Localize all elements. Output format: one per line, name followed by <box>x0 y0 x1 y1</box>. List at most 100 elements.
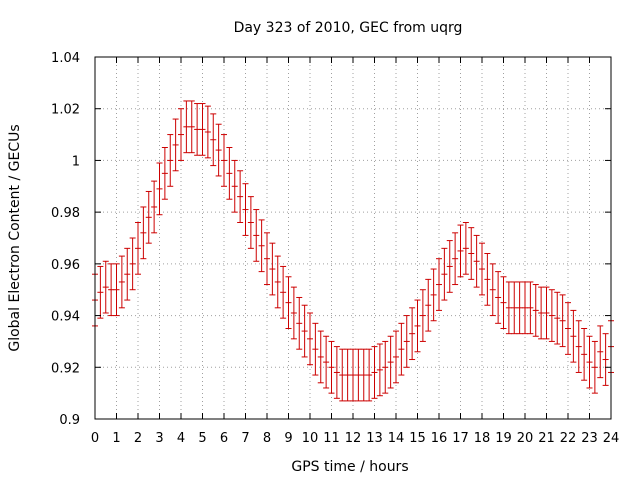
error-bar-point <box>344 348 351 402</box>
error-bar-point <box>317 330 324 384</box>
error-bar-point <box>511 281 518 335</box>
error-bar-point <box>323 335 330 389</box>
error-bar-point <box>479 242 485 296</box>
error-bar-point <box>376 343 383 397</box>
axes <box>94 56 612 420</box>
error-bar-point <box>355 348 362 402</box>
x-tick-label: 20 <box>517 431 534 446</box>
y-tick-label: 0.98 <box>51 206 80 221</box>
error-bar-point <box>301 304 308 358</box>
y-tick-label: 0.94 <box>51 310 80 325</box>
error-bar-point <box>237 170 244 223</box>
error-bar-point <box>495 271 502 324</box>
error-bar-point <box>328 340 335 394</box>
error-bar-point <box>307 312 313 366</box>
x-tick-label: 14 <box>388 431 405 446</box>
error-bar-point <box>242 183 249 236</box>
error-bar-point <box>108 263 115 317</box>
error-bar-point <box>339 348 346 402</box>
x-tick-label: 15 <box>409 431 426 446</box>
error-bar-point <box>97 265 104 319</box>
x-tick-label: 0 <box>91 431 99 446</box>
error-bar-point <box>446 240 453 293</box>
x-tick-label: 10 <box>302 431 319 446</box>
error-bar-point <box>500 276 507 329</box>
error-bar-point <box>554 291 561 345</box>
x-tick-label: 21 <box>538 431 555 446</box>
x-tick-label: 7 <box>241 431 249 446</box>
error-bar-point <box>419 289 426 342</box>
y-tick-label: 1 <box>72 154 80 169</box>
x-tick-label: 3 <box>155 431 163 446</box>
error-bars <box>92 100 614 402</box>
error-bar-point <box>436 258 442 311</box>
error-bar-point <box>274 255 281 309</box>
x-tick-label: 11 <box>323 431 340 446</box>
x-tick-label: 5 <box>198 431 206 446</box>
error-bar-point <box>156 162 163 216</box>
error-bar-point <box>231 159 238 213</box>
error-bar-point <box>258 219 265 273</box>
error-bar-point <box>548 289 555 342</box>
x-axis-label: GPS time / hours <box>291 459 408 475</box>
error-bar-point <box>505 281 512 335</box>
y-axis-label: Global Electron Content / GECUs <box>7 124 23 351</box>
error-bar-point <box>204 105 211 159</box>
error-bar-point <box>188 100 195 154</box>
error-bar-point <box>178 108 184 161</box>
error-bar-point <box>516 281 523 335</box>
error-bar-point <box>462 221 469 275</box>
x-tick-label: 23 <box>581 431 598 446</box>
error-bar-point <box>581 328 588 381</box>
tick-labels: 0 1 2 3 4 5 6 7 8 9 10 11 12 13 14 15 16 17 18 19 20 21 22 23 24… <box>51 51 619 446</box>
error-bar-point <box>140 206 147 260</box>
x-tick-label: 12 <box>345 431 362 446</box>
y-tick-label: 1.04 <box>51 51 80 66</box>
error-bar-point <box>350 348 356 402</box>
error-bar-point <box>167 134 174 187</box>
error-bar-point <box>425 278 432 332</box>
error-bar-point <box>382 340 389 394</box>
error-bar-point <box>199 103 206 156</box>
error-bar-point <box>532 284 539 337</box>
error-bar-point <box>221 134 227 187</box>
error-bar-point <box>290 286 297 340</box>
x-tick-label: 4 <box>177 431 185 446</box>
error-bar-point <box>393 330 399 384</box>
error-bar-point <box>527 281 534 335</box>
error-bar-point <box>473 234 480 288</box>
error-bar-point <box>366 348 373 402</box>
error-bar-point <box>602 333 609 386</box>
x-tick-label: 18 <box>474 431 491 446</box>
error-bar-point <box>172 118 179 172</box>
y-tick-label: 1.02 <box>51 103 80 118</box>
error-bar-point <box>409 307 416 361</box>
error-bar-point <box>452 232 459 286</box>
x-tick-label: 17 <box>452 431 469 446</box>
x-tick-label: 2 <box>134 431 142 446</box>
plot-border <box>94 56 612 420</box>
error-bar-point <box>129 237 136 291</box>
error-bar-point <box>484 253 491 306</box>
error-bar-point <box>360 348 367 402</box>
error-bar-point <box>161 147 168 200</box>
error-bar-point <box>543 286 550 340</box>
chart-title: Day 323 of 2010, GEC from uqrg <box>234 20 463 36</box>
y-tick-label: 0.92 <box>51 361 80 376</box>
error-bar-point <box>559 294 566 348</box>
error-bar-point <box>280 265 287 319</box>
error-bar-point <box>575 320 582 373</box>
error-bar-point <box>194 103 201 156</box>
error-bar-point <box>468 227 475 280</box>
x-tick-label: 22 <box>560 431 577 446</box>
error-bar-point <box>489 263 496 317</box>
error-bar-point <box>565 302 571 355</box>
error-bar-point <box>145 190 152 244</box>
error-bar-point <box>151 180 158 234</box>
error-bar-point <box>118 255 125 309</box>
error-bar-point <box>269 242 276 296</box>
error-bar-point <box>102 260 109 314</box>
x-tick-label: 13 <box>366 431 383 446</box>
